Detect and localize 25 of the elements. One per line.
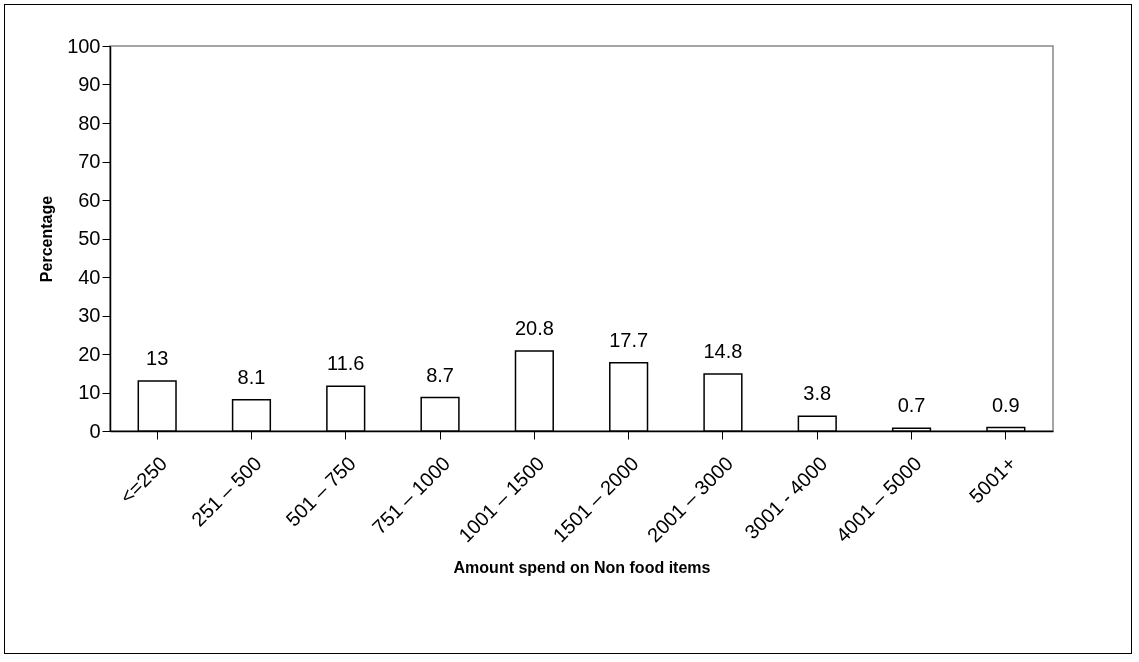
x-axis-title: Amount spend on Non food items <box>453 559 711 577</box>
data-label: 8.1 <box>237 365 266 388</box>
y-tick-label: 60 <box>78 188 101 211</box>
y-tick-label: 90 <box>78 73 101 95</box>
data-label: 3.8 <box>803 382 832 405</box>
data-label: 11.6 <box>327 352 365 375</box>
y-tick-label: 10 <box>78 381 101 403</box>
y-tick-label: 20 <box>78 342 101 365</box>
data-label: 14.8 <box>703 340 743 363</box>
y-tick-label: 0 <box>89 419 101 442</box>
data-label: 0.9 <box>991 393 1020 416</box>
data-label: 13 <box>146 346 169 369</box>
y-tick-label: 80 <box>78 111 101 134</box>
data-label: 20.8 <box>514 316 554 339</box>
y-tick-label: 50 <box>78 227 101 249</box>
x-tick-label: 251 – 500 <box>187 452 266 531</box>
x-tick-label: 501 – 750 <box>281 452 360 531</box>
data-label: 17.7 <box>609 328 649 351</box>
y-tick-label: 30 <box>78 304 101 326</box>
y-axis-title: Percentage <box>38 195 56 283</box>
y-tick-label: 40 <box>78 265 101 288</box>
y-tick-label: 70 <box>78 150 101 172</box>
data-label: 8.7 <box>426 363 454 386</box>
data-label: 0.7 <box>897 394 926 417</box>
y-tick-label: 100 <box>67 34 101 57</box>
